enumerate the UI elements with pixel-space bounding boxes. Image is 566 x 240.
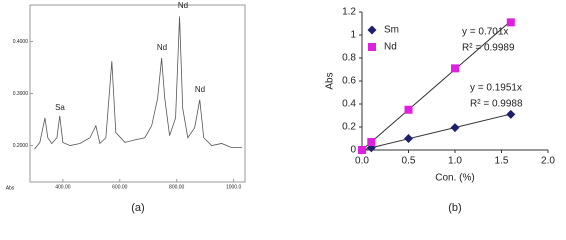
y-tick-label: 0.6 — [342, 76, 356, 87]
figure: 0.4000 0.3000 0.2000 400.00 600.00 800.00 1000… — [6, 1, 556, 214]
x-tick-label: 0.5 — [402, 156, 416, 167]
y-axis-label: Abs — [6, 185, 15, 191]
point — [450, 123, 460, 133]
peak-label: Nd — [157, 43, 167, 52]
x-tick-label: 600.00 — [112, 184, 128, 190]
peak-label: Nd — [178, 1, 188, 10]
fit-line — [361, 113, 511, 151]
x-tick-label: 800.00 — [169, 184, 185, 190]
spectrum-frame — [29, 4, 246, 183]
y-tick-label: 0.3000 — [13, 91, 29, 97]
point — [451, 64, 459, 73]
legend-marker — [367, 25, 377, 35]
peak-label: Sa — [55, 103, 65, 112]
y-tick-label: 0.4000 — [13, 39, 29, 45]
point — [506, 109, 516, 119]
x-tick-label: 2.0 — [541, 156, 555, 167]
legend-label: Nd — [384, 42, 397, 53]
x-tick-label: 1000.0 — [226, 184, 242, 190]
spectrum-line — [34, 16, 243, 150]
caption: (b) — [448, 202, 461, 214]
fit-equation: R² = 0.9989 — [462, 43, 515, 54]
x-tick-label: 1.0 — [448, 156, 462, 167]
point — [367, 137, 376, 146]
y-tick-label: 0.4 — [342, 99, 356, 110]
x-tick-label: 0.0 — [355, 156, 369, 167]
point — [404, 105, 413, 114]
legend-label: Sm — [384, 25, 399, 36]
point — [404, 134, 413, 143]
fit-equation: R² = 0.9988 — [470, 99, 523, 110]
peak-label: Nd — [195, 85, 205, 94]
legend-marker — [368, 43, 376, 51]
x-axis-label: Con. (%) — [435, 173, 474, 184]
x-tick-label: 400.00 — [55, 184, 71, 190]
fit-line — [361, 20, 512, 151]
x-tick-label: 1.5 — [495, 156, 509, 167]
y-tick-label: 0 — [350, 145, 356, 156]
point — [358, 146, 366, 154]
fit-equation: y = 0.1951x — [470, 83, 522, 94]
point — [506, 18, 515, 27]
y-tick-label: 1.2 — [342, 7, 356, 18]
fit-equation: y = 0.701x — [462, 27, 508, 38]
y-tick-label: 0.2 — [342, 122, 356, 133]
y-tick-label: 0.2000 — [13, 143, 29, 149]
caption: (a) — [131, 202, 144, 214]
y-tick-label: 1 — [350, 30, 356, 41]
y-axis-label: Abs — [325, 72, 336, 89]
y-tick-label: 0.8 — [342, 53, 356, 64]
